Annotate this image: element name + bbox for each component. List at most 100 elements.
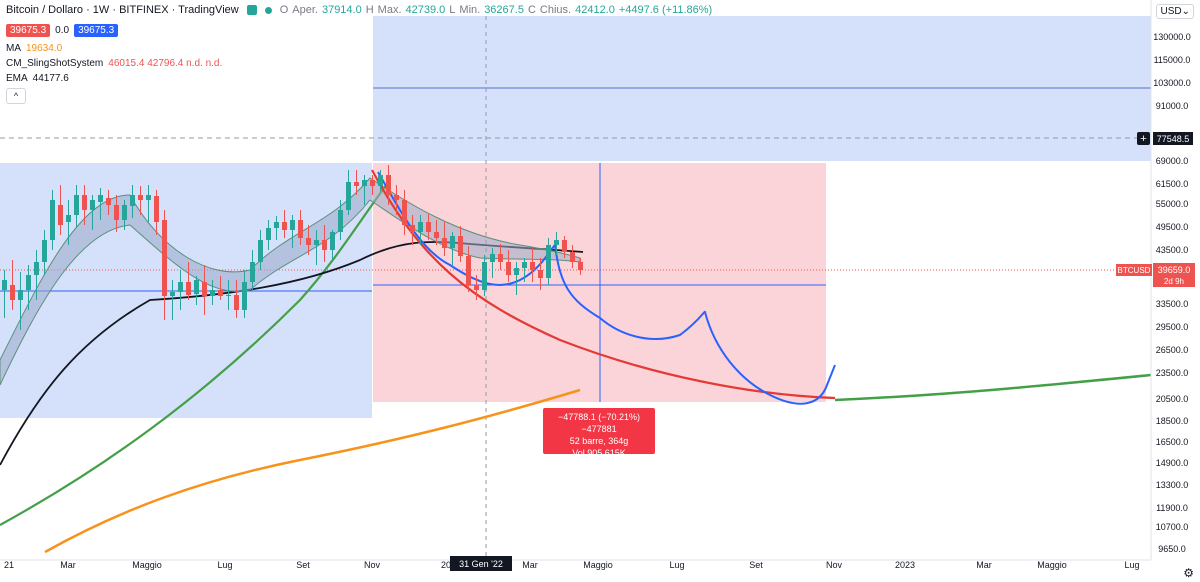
candle — [546, 238, 551, 285]
low-prefix: Min. — [459, 4, 481, 16]
candle — [26, 265, 31, 310]
candle — [370, 175, 375, 195]
price-tick-label: 69000.0 — [1156, 156, 1189, 166]
time-tick-label: Maggio — [1037, 560, 1067, 570]
time-tick-label: Mar — [976, 560, 992, 570]
slingshot-band — [0, 177, 581, 386]
level-label: 77548.5 — [1157, 134, 1190, 144]
candle — [266, 220, 271, 250]
ma-line-orange — [44, 388, 581, 554]
time-tick-label: Nov — [364, 560, 381, 570]
candle — [498, 244, 503, 270]
open-value: 37914.0 — [321, 4, 362, 16]
currency-selector[interactable]: USD⌄ — [1156, 4, 1194, 19]
countdown: 2d 9h — [1164, 277, 1184, 286]
candle — [458, 226, 463, 262]
indicator-ma[interactable]: MA 19634.0 — [6, 43, 62, 54]
candle — [530, 248, 535, 282]
current-price-value: 39659.0 — [1158, 265, 1191, 275]
buy-button[interactable]: 39675.3 — [74, 24, 119, 37]
price-tick-label: 130000.0 — [1153, 32, 1191, 42]
candle — [194, 276, 199, 305]
candle — [226, 280, 231, 310]
sell-button[interactable]: 39675.3 — [6, 24, 51, 37]
price-tick-label: 91000.0 — [1156, 101, 1189, 111]
gear-icon[interactable]: ⚙ — [1183, 566, 1194, 580]
low-value: 36267.5 — [484, 4, 524, 16]
visibility-icon[interactable] — [246, 5, 257, 15]
indicator-values: 44177.6 — [32, 73, 69, 84]
candle — [538, 258, 543, 290]
currency-label: USD — [1160, 6, 1182, 17]
candle — [290, 215, 295, 248]
candle — [410, 215, 415, 245]
indicator-name: CM_SlingShotSystem — [6, 58, 104, 69]
candle — [82, 185, 87, 225]
symbol-title[interactable]: Bitcoin / Dollaro · 1W · BITFINEX · Trad… — [6, 4, 239, 16]
add-alert-button[interactable] — [1137, 132, 1150, 145]
candle — [18, 272, 23, 330]
indicator-ema[interactable]: EMA 44177.6 — [6, 73, 69, 84]
time-tick-label: Nov — [826, 560, 843, 570]
price-tick-label: 23500.0 — [1156, 368, 1189, 378]
candle — [474, 275, 479, 300]
time-axis[interactable]: 21MarMaggioLugSetNov2022MarMaggioLugSetN… — [0, 556, 1151, 571]
time-tick-label: Maggio — [132, 560, 162, 570]
time-tick-label: 21 — [4, 560, 14, 570]
measure-line-3: Vol 905.615K — [572, 448, 626, 458]
candle — [138, 186, 143, 215]
price-tick-label: 20500.0 — [1156, 394, 1189, 404]
close-prefix: Chius. — [539, 4, 572, 16]
symbol-tag: BTCUSD — [1118, 266, 1151, 275]
chart-header: Bitcoin / Dollaro · 1W · BITFINEX · Trad… — [6, 4, 712, 16]
open-prefix: Aper. — [292, 4, 318, 16]
candle — [146, 185, 151, 222]
candle — [98, 188, 103, 220]
candle — [274, 216, 279, 240]
candle — [426, 214, 431, 240]
candle — [514, 262, 519, 295]
high-prefix: Max. — [377, 4, 402, 16]
order-buttons: 39675.3 0.0 39675.3 — [6, 24, 119, 37]
chevron-down-icon: ⌄ — [1181, 6, 1190, 17]
close-value: 42412.0 — [575, 4, 615, 16]
candle — [10, 260, 15, 310]
candle — [154, 190, 159, 235]
candle — [482, 255, 487, 296]
price-tick-label: 103000.0 — [1153, 78, 1191, 88]
time-tick-label: Lug — [217, 560, 232, 570]
symbol-price-tag — [1116, 264, 1152, 276]
time-tick-label: Mar — [522, 560, 538, 570]
candle — [418, 215, 423, 245]
candle — [314, 230, 319, 265]
open-label: O — [279, 4, 289, 16]
measure-line-1: −47788.1 (−70.21%) −477881 — [557, 412, 641, 434]
price-tick-label: 55000.0 — [1156, 199, 1189, 209]
price-tick-label: 10700.0 — [1156, 522, 1189, 532]
candlestick-series — [2, 165, 583, 330]
blue-curve-drawing — [377, 171, 836, 405]
candle — [490, 248, 495, 278]
price-axis[interactable]: 130000.0 115000.0 103000.0 91000.0 69000.0 61… — [1116, 0, 1195, 560]
candle — [506, 250, 511, 282]
time-tick-label: Lug — [669, 560, 684, 570]
price-tick-label: 9650.0 — [1158, 544, 1186, 554]
candle — [562, 236, 567, 258]
time-tick-label: Lug — [1124, 560, 1139, 570]
price-tick-label: 49500.0 — [1156, 222, 1189, 232]
indicator-slingshot[interactable]: CM_SlingShotSystem 46015.4 42796.4 n.d. … — [6, 58, 222, 69]
candle — [442, 222, 447, 256]
time-tick-label: Maggio — [583, 560, 613, 570]
price-tick-label: 29500.0 — [1156, 322, 1189, 332]
collapse-indicators-button[interactable]: ^ — [6, 88, 26, 104]
candle — [202, 265, 207, 315]
candle — [210, 280, 215, 305]
candle — [338, 200, 343, 240]
candle — [434, 220, 439, 245]
high-value: 42739.0 — [405, 4, 446, 16]
candle — [218, 276, 223, 300]
candle — [242, 270, 247, 318]
candle — [130, 185, 135, 218]
price-tick-label: 33500.0 — [1156, 299, 1189, 309]
